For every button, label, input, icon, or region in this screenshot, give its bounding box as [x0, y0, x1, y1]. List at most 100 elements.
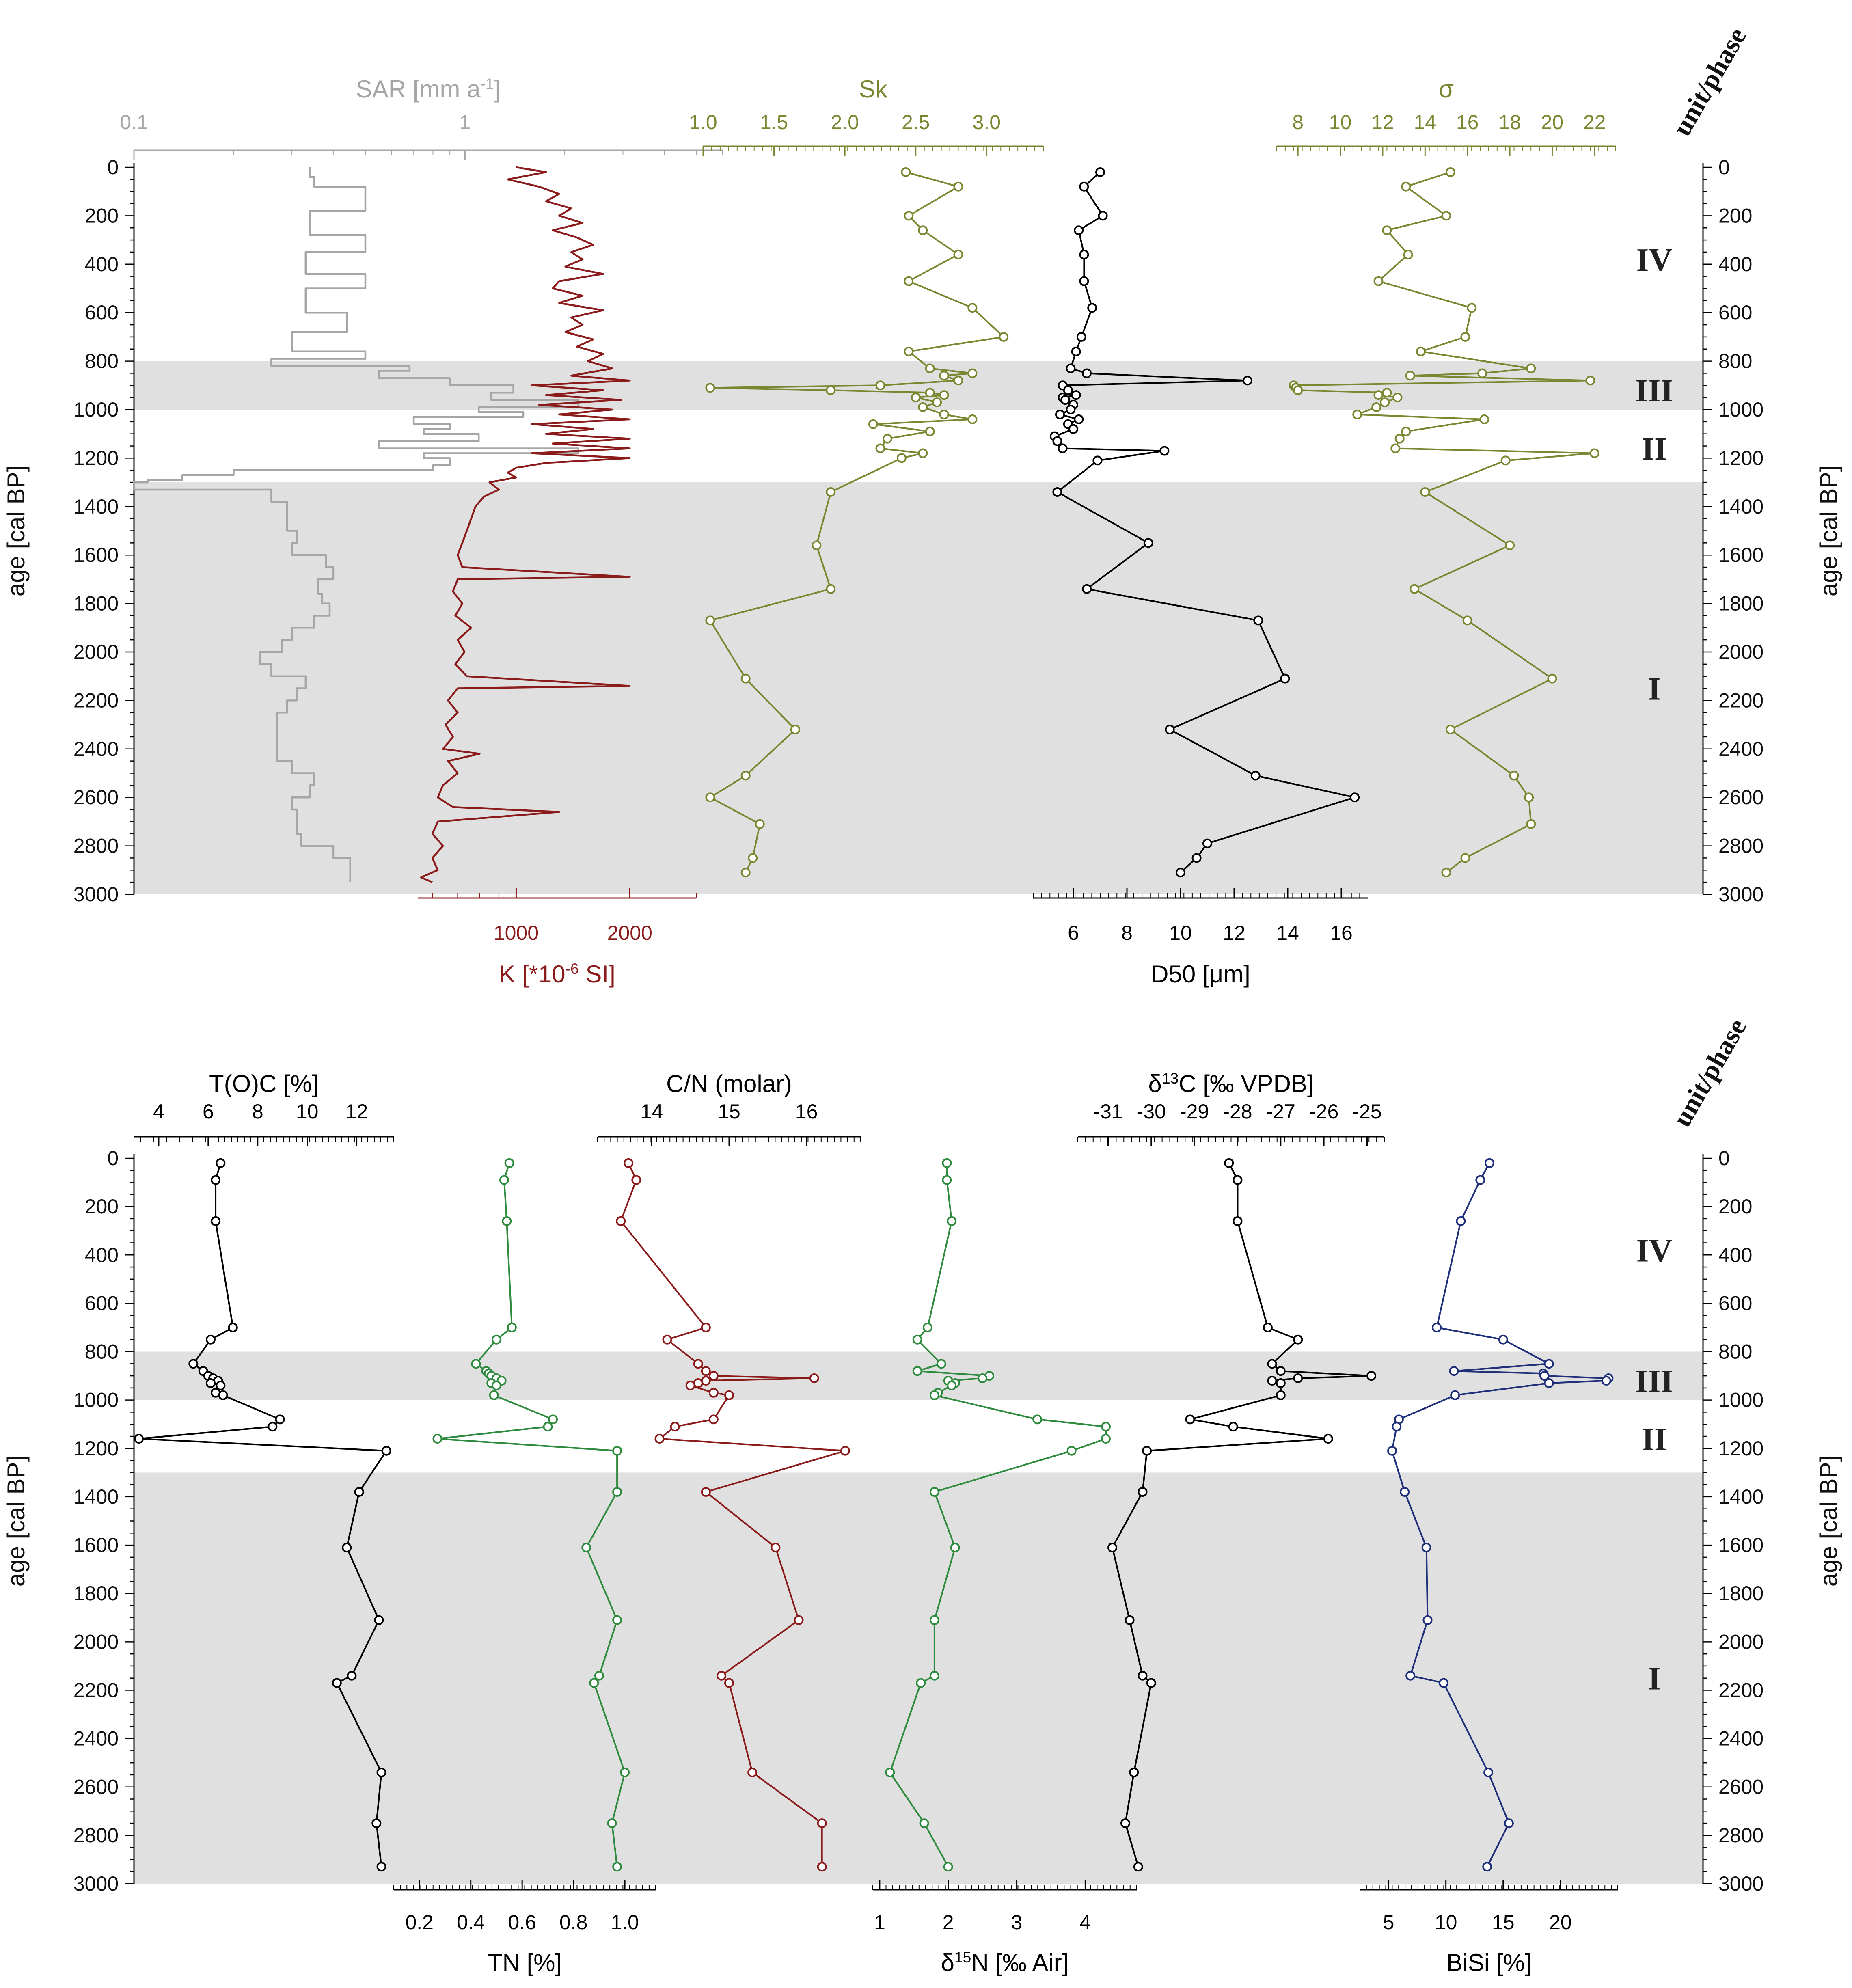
value-tick-label: 12	[1223, 922, 1245, 944]
age-tick-label: 2000	[73, 641, 119, 663]
data-point	[904, 211, 914, 221]
data-point	[978, 1373, 988, 1384]
age-tick-label: 2800	[1718, 835, 1764, 857]
value-tick-label: 0.6	[508, 1911, 536, 1934]
data-point	[1403, 249, 1413, 259]
data-point	[631, 1175, 641, 1185]
age-tick-label: 400	[1718, 253, 1752, 276]
data-point	[1233, 1216, 1243, 1226]
data-point	[953, 376, 963, 386]
value-tick-label: 16	[1456, 111, 1479, 134]
value-axis-label: SAR [mm a-1]	[356, 75, 501, 103]
data-point	[812, 540, 822, 550]
value-tick-label: 8	[1292, 111, 1304, 134]
data-point	[1323, 1433, 1333, 1444]
unit-label: II	[1642, 432, 1667, 467]
age-tick-label: 2400	[73, 738, 119, 760]
age-tick-label: 800	[1718, 1340, 1752, 1363]
data-point	[1483, 1767, 1494, 1777]
data-point	[1138, 1671, 1148, 1681]
data-point	[1079, 276, 1089, 286]
unit-label: II	[1642, 1422, 1667, 1457]
shaded-band	[134, 361, 1703, 410]
data-point	[581, 1543, 591, 1553]
value-axis-label: σ	[1439, 76, 1454, 103]
value-axis-label: TN [%]	[488, 1949, 562, 1976]
data-point	[1401, 181, 1411, 192]
age-tick-label: 2200	[73, 1679, 119, 1701]
data-point	[693, 1359, 703, 1369]
data-point	[1071, 346, 1081, 356]
data-point	[1432, 1322, 1442, 1332]
data-point	[1544, 1378, 1554, 1388]
age-tick-label: 1600	[73, 1534, 119, 1556]
age-tick-label: 2400	[1718, 738, 1764, 760]
value-axis-label: Sk	[859, 76, 888, 103]
value-tick-label: -31	[1093, 1100, 1122, 1123]
data-point	[1484, 1158, 1494, 1168]
data-point	[1500, 455, 1511, 466]
age-tick-label: 1000	[73, 398, 119, 421]
data-point	[1133, 1862, 1143, 1872]
value-tick-label: -26	[1309, 1100, 1338, 1123]
data-point	[1074, 225, 1084, 235]
data-point	[507, 1322, 517, 1332]
value-tick-label: 2.5	[902, 111, 930, 134]
data-point	[1055, 409, 1065, 419]
value-tick-label: 14	[1414, 111, 1437, 134]
data-point	[918, 448, 928, 458]
value-tick-label: 8	[252, 1100, 263, 1123]
unit-label: III	[1635, 1364, 1673, 1399]
data-point	[771, 1543, 781, 1553]
age-tick-label: 0	[107, 1147, 119, 1170]
data-point	[607, 1818, 617, 1828]
data-point	[794, 1615, 804, 1625]
age-tick-label: 800	[85, 1340, 119, 1363]
data-point	[1601, 1376, 1611, 1386]
data-point	[211, 1175, 221, 1185]
data-point	[919, 1818, 929, 1828]
data-point	[947, 1216, 957, 1226]
age-tick-label: 1600	[1718, 544, 1764, 566]
age-tick-label: 1400	[73, 1485, 119, 1508]
data-point	[1250, 771, 1261, 781]
shaded-band	[134, 1351, 1703, 1400]
data-point	[612, 1615, 622, 1625]
data-point	[616, 1216, 626, 1226]
data-point	[1445, 725, 1455, 735]
data-point	[701, 1487, 711, 1497]
data-point	[1382, 388, 1392, 398]
age-tick-label: 2200	[1718, 1679, 1764, 1701]
data-point	[790, 725, 800, 735]
value-tick-label: 12	[345, 1100, 368, 1123]
age-tick-label: 1800	[73, 592, 119, 615]
data-point	[1176, 868, 1185, 878]
data-point	[1263, 1322, 1273, 1332]
age-axis-label-right: age [cal BP]	[1815, 465, 1842, 597]
data-point	[896, 453, 907, 463]
age-tick-label: 2600	[73, 1776, 119, 1798]
data-point	[1079, 181, 1089, 192]
value-axis-label: T(O)C [%]	[209, 1070, 319, 1097]
data-point	[216, 1158, 226, 1168]
data-point	[708, 1371, 719, 1381]
value-tick-label: 14	[1276, 922, 1299, 944]
data-point	[967, 303, 978, 313]
value-tick-label: 16	[795, 1100, 818, 1123]
data-point	[612, 1862, 622, 1872]
data-point	[868, 419, 878, 429]
data-point	[1253, 615, 1263, 626]
data-point	[376, 1862, 386, 1872]
data-point	[1068, 424, 1078, 434]
value-tick-label: 2	[943, 1911, 954, 1934]
value-tick-label: 2000	[607, 922, 652, 944]
value-axis-label: C/N (molar)	[666, 1070, 792, 1097]
data-point	[1524, 792, 1534, 803]
data-point	[1387, 1446, 1397, 1456]
value-tick-label: 0.1	[120, 111, 148, 134]
value-tick-label: 4	[153, 1100, 164, 1123]
age-tick-label: 1200	[73, 1437, 119, 1460]
data-point	[967, 414, 978, 424]
data-point	[1505, 540, 1515, 550]
data-point	[612, 1487, 622, 1497]
